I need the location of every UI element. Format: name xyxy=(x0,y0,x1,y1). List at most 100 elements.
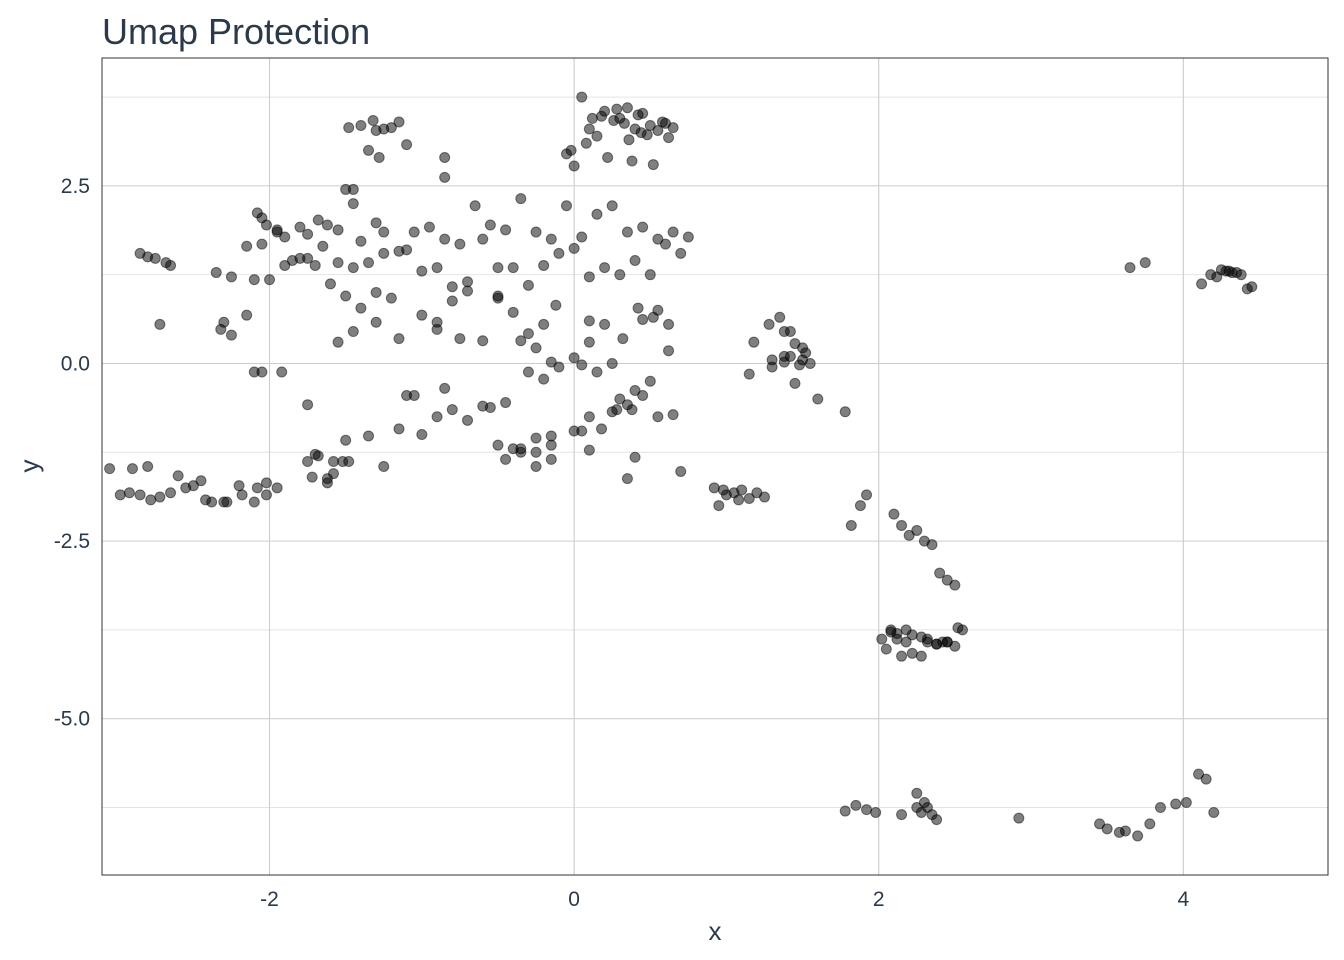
data-point xyxy=(789,338,801,350)
data-point xyxy=(500,224,512,236)
plot-panel xyxy=(101,57,1329,876)
data-point xyxy=(896,650,908,662)
data-point xyxy=(233,480,245,492)
data-point xyxy=(134,489,146,501)
data-point xyxy=(766,361,778,373)
data-point xyxy=(682,231,694,243)
y-tick-label: -2.5 xyxy=(54,530,90,553)
data-point xyxy=(629,254,641,266)
data-point xyxy=(941,574,953,586)
data-point xyxy=(660,238,672,250)
data-point xyxy=(340,290,352,302)
data-point xyxy=(416,265,428,277)
y-axis-ticks: 2.5 0.0 -2.5 -5.0 xyxy=(54,175,90,731)
data-point xyxy=(225,329,237,341)
data-point xyxy=(126,463,138,475)
data-point xyxy=(553,361,565,373)
data-point xyxy=(1246,281,1258,293)
y-axis-label: y xyxy=(14,460,44,473)
data-point xyxy=(596,110,608,122)
data-point xyxy=(576,425,588,437)
data-point xyxy=(538,373,550,385)
data-point xyxy=(644,269,656,281)
data-point xyxy=(378,247,390,259)
data-point xyxy=(583,271,595,283)
data-point xyxy=(652,304,664,316)
data-point xyxy=(1139,257,1151,269)
data-point xyxy=(743,492,755,504)
data-point xyxy=(870,806,882,818)
data-point xyxy=(271,224,283,236)
y-tick-label: 0.0 xyxy=(61,352,90,375)
data-point xyxy=(568,352,580,364)
data-point xyxy=(522,328,534,340)
data-point xyxy=(617,333,629,345)
data-point xyxy=(614,269,626,281)
data-point xyxy=(385,292,397,304)
data-point xyxy=(302,456,314,468)
data-point xyxy=(647,159,659,171)
data-point xyxy=(885,624,897,636)
data-point xyxy=(500,397,512,409)
data-point xyxy=(591,208,603,220)
data-point xyxy=(576,91,588,103)
data-point xyxy=(637,107,649,119)
data-point xyxy=(416,429,428,441)
data-point xyxy=(660,117,672,129)
x-axis-ticks: -2 0 2 4 xyxy=(260,888,1189,911)
data-point xyxy=(309,448,321,460)
data-point xyxy=(149,252,161,264)
data-point xyxy=(949,579,961,591)
data-point xyxy=(172,470,184,482)
data-point xyxy=(123,487,135,499)
data-point xyxy=(614,393,626,405)
data-point xyxy=(408,226,420,238)
data-point xyxy=(861,489,873,501)
data-point xyxy=(484,219,496,231)
data-point xyxy=(1144,818,1156,830)
x-tick-label: 0 xyxy=(568,888,580,911)
data-point xyxy=(210,267,222,279)
data-point xyxy=(652,124,664,136)
data-point xyxy=(915,806,927,818)
data-point xyxy=(952,622,964,634)
data-point xyxy=(347,198,359,210)
data-point xyxy=(611,103,623,115)
data-point xyxy=(145,494,157,506)
data-point xyxy=(279,231,291,243)
data-point xyxy=(1124,262,1136,274)
data-point xyxy=(343,122,355,134)
data-point xyxy=(500,453,512,465)
data-point xyxy=(321,473,333,485)
data-point xyxy=(1196,278,1208,290)
data-point xyxy=(545,430,557,442)
data-point xyxy=(462,414,474,426)
data-point xyxy=(568,160,580,172)
data-point xyxy=(941,636,953,648)
data-point xyxy=(568,242,580,254)
data-point xyxy=(663,132,675,144)
data-point xyxy=(347,326,359,338)
data-point xyxy=(931,638,943,650)
data-point xyxy=(621,226,633,238)
data-point xyxy=(748,336,760,348)
data-point xyxy=(363,430,375,442)
data-point xyxy=(260,219,272,231)
data-point xyxy=(915,650,927,662)
data-point xyxy=(306,471,318,483)
data-point xyxy=(891,633,903,645)
data-point xyxy=(538,259,550,271)
data-point xyxy=(317,240,329,252)
data-point xyxy=(446,404,458,416)
data-point xyxy=(462,276,474,288)
data-point xyxy=(1132,830,1144,842)
data-point xyxy=(241,309,253,321)
data-point xyxy=(663,345,675,357)
data-point xyxy=(1200,773,1212,785)
data-point xyxy=(401,139,413,151)
data-point xyxy=(312,214,324,226)
data-point xyxy=(1208,806,1220,818)
data-point xyxy=(629,451,641,463)
data-point xyxy=(804,357,816,369)
data-point xyxy=(260,489,272,501)
